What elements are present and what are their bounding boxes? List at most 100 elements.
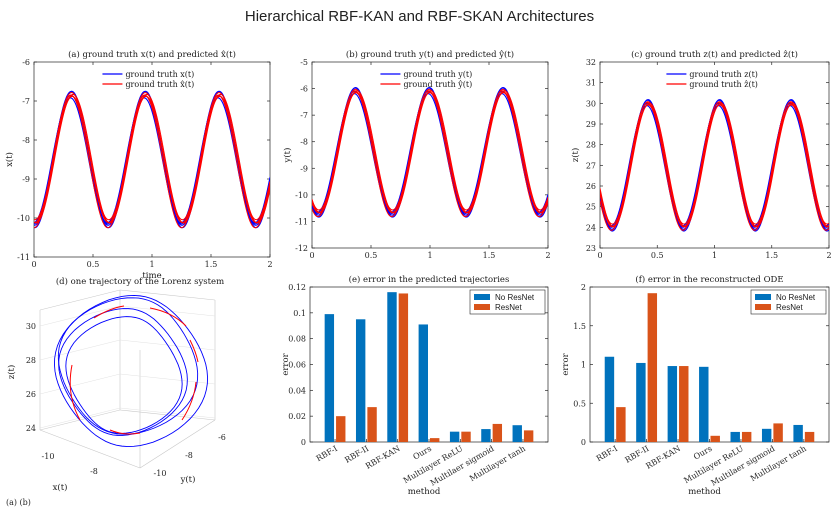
series-line-predicted xyxy=(600,102,829,231)
x-axis-label: time xyxy=(142,271,161,281)
legend-entry: ResNet xyxy=(495,303,522,312)
y-axis-label: error xyxy=(281,352,291,375)
series-line-truth xyxy=(600,99,829,232)
series-line-predicted xyxy=(600,101,829,228)
y-tick-label: 0.1 xyxy=(293,309,306,318)
y-tick-label: 2 xyxy=(581,283,586,292)
series-group xyxy=(312,87,548,218)
legend-swatch xyxy=(474,304,490,310)
series-line-predicted xyxy=(312,92,548,211)
predicted-segment xyxy=(189,339,199,363)
predicted-segment xyxy=(109,429,141,435)
y-tick-label: 29 xyxy=(586,120,596,129)
x-tick-label: 0 xyxy=(597,251,602,260)
legend-entry: ground truth z(t) xyxy=(689,70,758,79)
y-tick-label: -10 xyxy=(17,214,30,223)
bar xyxy=(773,423,783,442)
series-line-predicted xyxy=(34,94,270,229)
figure-title: Hierarchical RBF-KAN and RBF-SKAN Archit… xyxy=(244,8,595,25)
trajectory-line xyxy=(54,294,208,448)
predicted-segment xyxy=(149,307,187,327)
category-label: Multilayer tanh xyxy=(468,444,527,483)
z-tick-label: 28 xyxy=(26,356,36,365)
y-tick-label: 0.06 xyxy=(288,361,306,370)
predicted-segment xyxy=(69,364,81,421)
y-tick-label: -9 xyxy=(300,164,308,173)
bar xyxy=(647,293,658,442)
bar xyxy=(387,292,397,442)
bar xyxy=(793,424,803,442)
panel-title: (c) ground truth z(t) and predicted ẑ(t) xyxy=(631,49,798,60)
panel-title: (b) ground truth y(t) and predicted ŷ(t) xyxy=(346,49,514,60)
panel-title: (a) ground truth x(t) and predicted x̂(t… xyxy=(68,49,236,60)
category-label: Ours xyxy=(692,444,714,462)
series-line-predicted xyxy=(600,102,829,228)
panel-title: (e) error in the predicted trajectories xyxy=(349,274,510,285)
series-line-predicted xyxy=(34,93,270,224)
bar xyxy=(710,435,720,442)
bar xyxy=(761,428,772,442)
category-label: RBF-I xyxy=(315,444,339,463)
legend-entry: No ResNet xyxy=(495,293,535,302)
y-tick-label: -10 xyxy=(154,469,167,478)
legend-swatch xyxy=(755,304,771,310)
x-tick-label: 1 xyxy=(712,251,717,260)
grid-line xyxy=(119,373,216,385)
y-axis-label: x(t) xyxy=(4,152,15,167)
category-label: Multilayer tanh xyxy=(749,444,808,483)
y-tick-label: -8 xyxy=(300,138,308,147)
bar xyxy=(699,366,709,442)
x-tick-label: 1.5 xyxy=(483,251,496,260)
bar xyxy=(418,324,428,442)
x-tick-label: 0.5 xyxy=(87,260,100,269)
plot-frame xyxy=(599,61,830,249)
y-tick-label: 23 xyxy=(586,244,596,253)
y-tick-label: 28 xyxy=(586,141,596,150)
y-tick-label: 0 xyxy=(301,438,306,447)
series-group xyxy=(34,90,270,229)
bar xyxy=(730,431,740,442)
y-tick-label: -9 xyxy=(22,175,30,184)
panel-title: (f) error in the reconstructed ODE xyxy=(635,274,783,285)
x-tick-label: 0 xyxy=(309,251,314,260)
legend-entry: ground truth y(t) xyxy=(403,70,472,79)
z-axis-label: z(t) xyxy=(6,365,17,380)
y-tick-label: 0.02 xyxy=(288,412,306,421)
bar xyxy=(461,431,471,442)
x-tick-label: 2 xyxy=(545,251,550,260)
series-line-truth xyxy=(312,93,548,213)
panel-c: 0 0.5 1 1.5 2 23 24 25 26 27 28 29 30 31 32 (c) ground … xyxy=(570,49,832,260)
y-tick-label: 0 xyxy=(581,438,586,447)
x-tick-label: -8 xyxy=(90,467,98,476)
y-tick-label: -6 xyxy=(218,433,226,442)
y-tick-label: -7 xyxy=(22,97,30,106)
legend-entry: ResNet xyxy=(776,303,803,312)
z-tick-label: 26 xyxy=(26,390,36,399)
category-label: RBF-KAN xyxy=(644,444,682,471)
bar xyxy=(604,356,615,442)
y-tick-label: 31 xyxy=(586,79,596,88)
bar xyxy=(804,431,815,442)
panel-d: (d) one trajectory of the Lorenz system 2… xyxy=(6,276,226,493)
bar xyxy=(481,429,491,442)
y-tick-label: 32 xyxy=(586,58,596,67)
box-edge xyxy=(119,409,216,421)
predicted-segment xyxy=(93,305,125,319)
trajectory-line xyxy=(65,316,183,434)
panel-a: 0 0.5 1 1.5 2 -11 -10 -9 -8 -7 -6 (a) ground truth … xyxy=(4,49,273,281)
bar xyxy=(741,431,752,442)
series-line-truth xyxy=(600,102,829,228)
grid-line xyxy=(39,407,121,429)
y-tick-label: -8 xyxy=(185,451,193,460)
y-tick-label: -5 xyxy=(300,58,308,67)
series-group xyxy=(600,99,829,232)
bar xyxy=(492,423,503,442)
series-line-truth xyxy=(600,105,829,227)
bar xyxy=(523,430,534,442)
footer-text: (a) (b) xyxy=(6,498,31,507)
y-tick-label: -6 xyxy=(300,85,308,94)
legend-entry: ground truth x̂(t) xyxy=(125,80,194,89)
